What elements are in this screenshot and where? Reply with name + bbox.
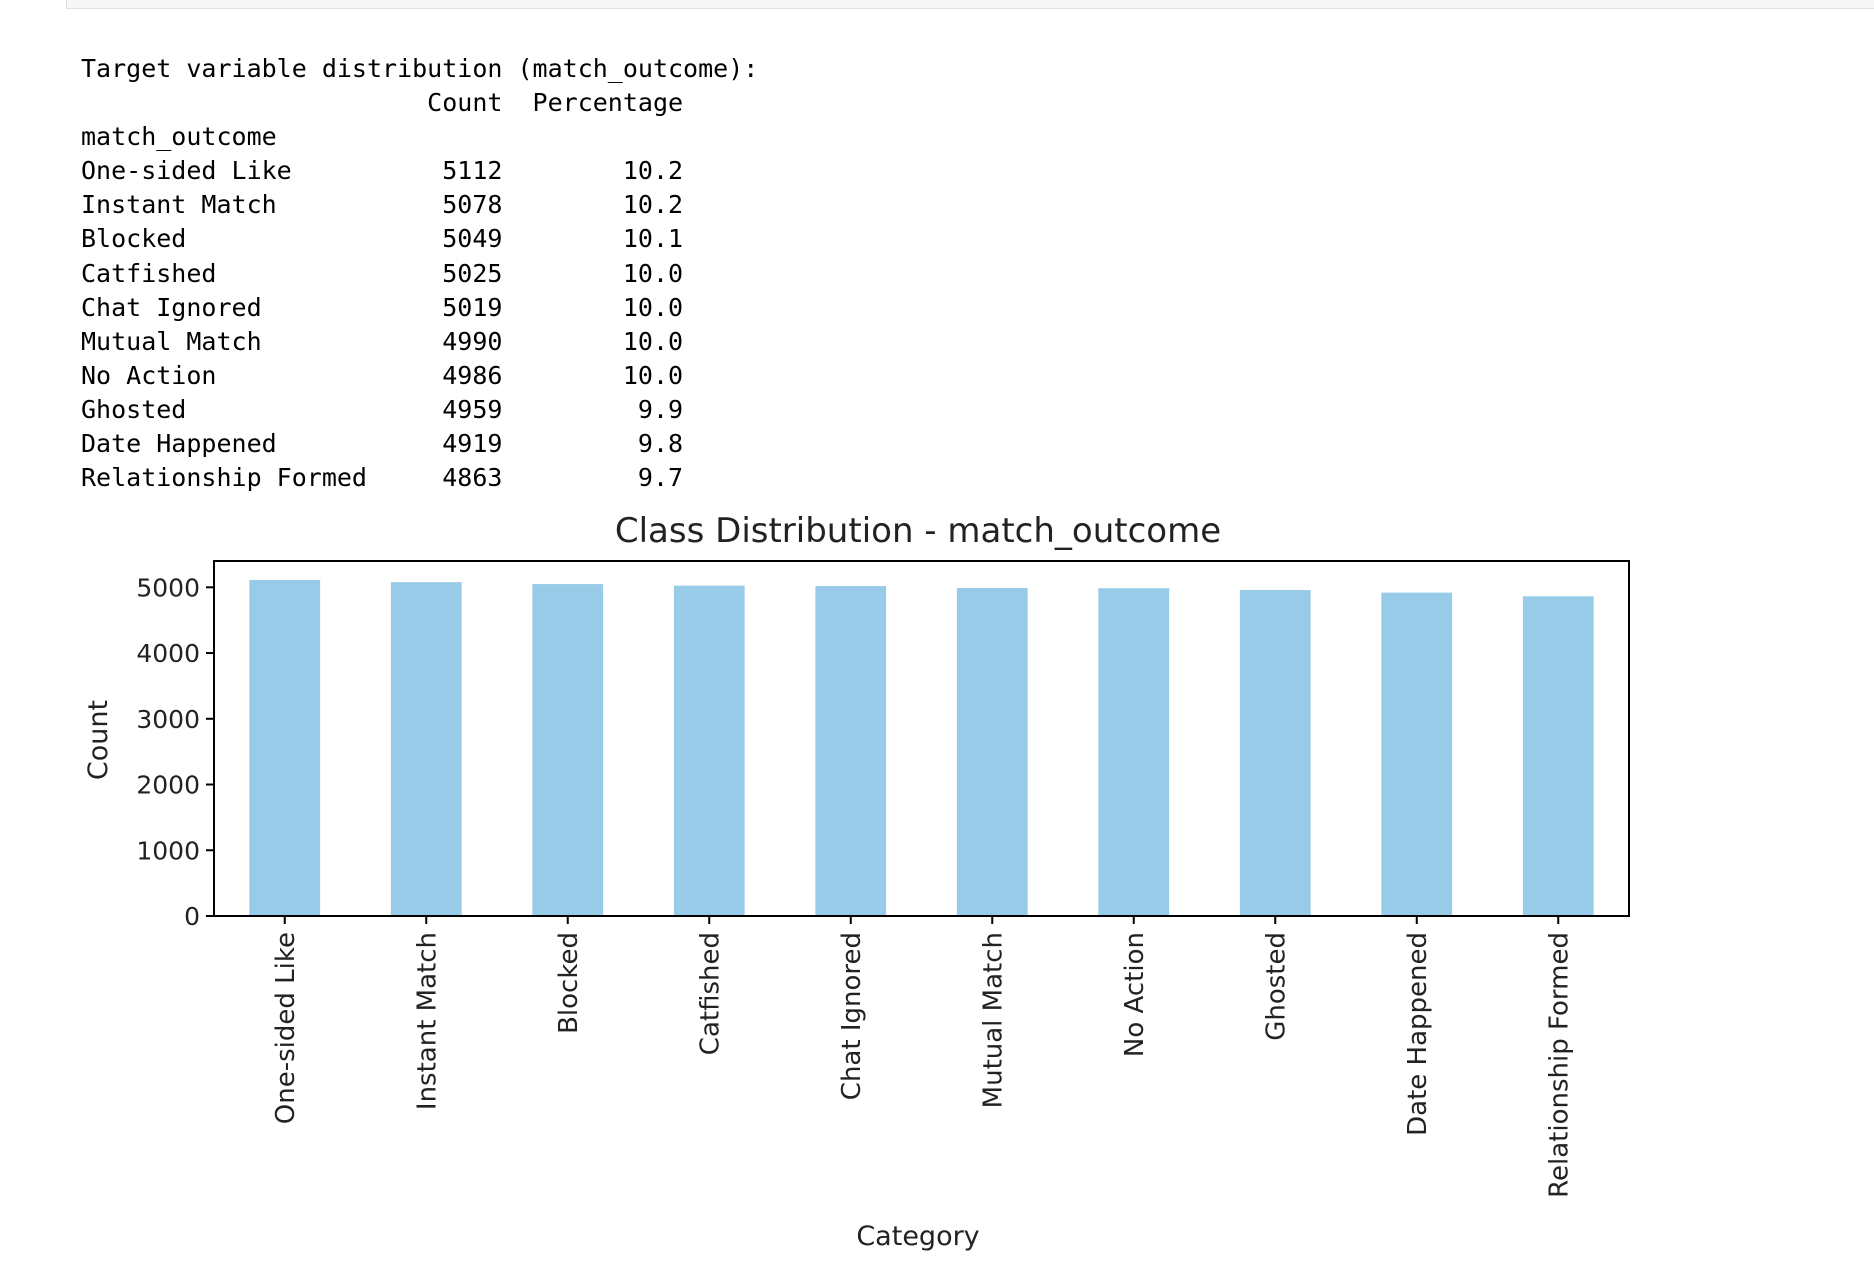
x-tick-label: Date Happened [1403, 932, 1433, 1136]
y-tick-label: 5000 [136, 573, 200, 602]
bar [815, 586, 887, 916]
y-tick-label: 2000 [136, 771, 200, 800]
y-tick-label: 1000 [136, 836, 200, 865]
x-axis-label: Category [856, 1221, 979, 1252]
y-tick-label: 0 [184, 902, 200, 931]
x-tick-label: Mutual Match [978, 932, 1008, 1108]
x-tick-label: Catfished [695, 932, 725, 1055]
dataframe-text-output: Target variable distribution (match_outc… [81, 54, 759, 493]
x-tick-label: Ghosted [1261, 932, 1291, 1041]
chart-title: Class Distribution - match_outcome [615, 511, 1221, 551]
cell-output: Target variable distribution (match_outc… [81, 52, 1861, 495]
bar [1239, 589, 1311, 916]
y-tick-label: 3000 [136, 705, 200, 734]
plot-frame [213, 560, 1630, 917]
y-axis-label: Count [83, 700, 114, 780]
y-axis-ticks: 0 1000 2000 3000 4000 5000 [136, 573, 214, 931]
x-tick-label: Relationship Formed [1544, 932, 1574, 1198]
bar [673, 585, 745, 916]
bar [532, 584, 604, 916]
bar [1381, 592, 1453, 916]
bar [1098, 588, 1170, 916]
x-tick-label: Blocked [554, 932, 584, 1034]
x-tick-label: Instant Match [412, 932, 442, 1110]
y-tick-label: 4000 [136, 639, 200, 668]
bar [956, 587, 1028, 916]
bar [390, 582, 462, 916]
cell-input-border [66, 0, 1874, 9]
bars-group [249, 579, 1594, 916]
bar [1522, 596, 1594, 916]
x-axis-ticks: One-sided Like Instant Match Blocked Catfis… [271, 916, 1574, 1198]
x-tick-label: One-sided Like [271, 932, 301, 1124]
x-tick-label: Chat Ignored [837, 932, 867, 1100]
bar [249, 579, 321, 916]
x-tick-label: No Action [1120, 932, 1150, 1057]
